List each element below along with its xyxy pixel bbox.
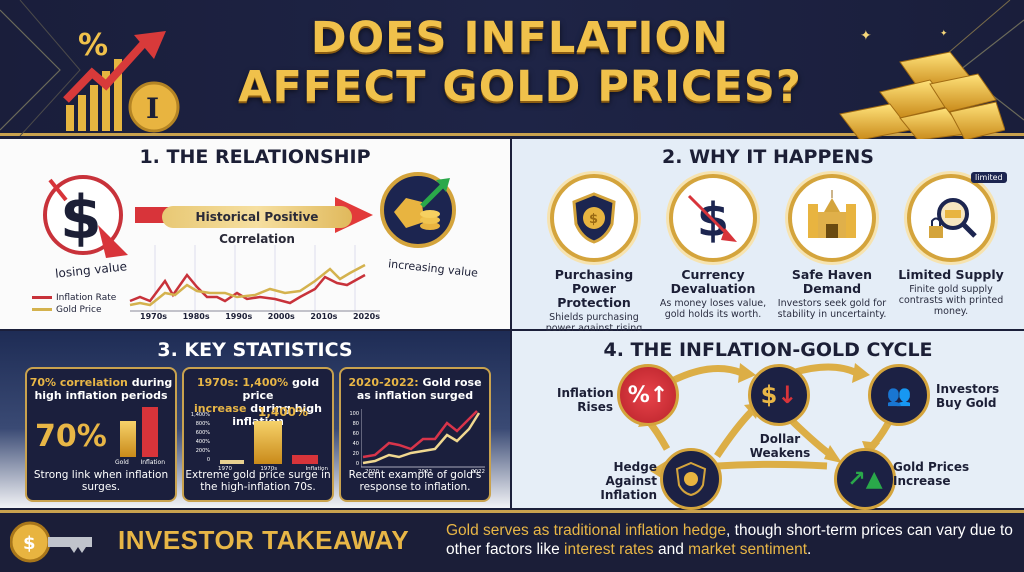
dollar-down-icon: $ — [669, 174, 757, 262]
node-dollar-weakens: $↓ — [748, 364, 810, 426]
node-hedge-against-inflation — [660, 448, 722, 510]
correlation-line-chart — [129, 245, 380, 312]
dollar-losing-value-icon: $ — [43, 175, 128, 258]
stat-card-1970s: 1970s: 1,400% gold price increase during… — [182, 367, 334, 502]
section-title-why: 2. WHY IT HAPPENS — [662, 146, 874, 168]
svg-text:✦: ✦ — [860, 28, 872, 44]
legend-item-gold: Gold Price — [32, 304, 116, 316]
bar-1970s — [254, 421, 282, 464]
bar-y-axis: 1,400% 800% 600% 400% 200% 0 — [190, 412, 210, 463]
svg-text:I: I — [146, 92, 159, 125]
gold-bars-icon: ✦ ✦ — [839, 28, 1005, 140]
legend-item-inflation: Inflation Rate — [32, 292, 116, 304]
node-inflation-rises: %↑ — [617, 364, 679, 426]
gold-up-icon: ↗▲ — [847, 466, 883, 492]
title-line-1: DOES INFLATION — [310, 13, 730, 63]
svg-text:%: % — [78, 28, 108, 63]
recent-line-chart — [361, 409, 485, 468]
percent-up-icon: %↑ — [627, 382, 669, 408]
shield-coin-icon: $ — [550, 174, 638, 262]
svg-text:$: $ — [589, 212, 598, 227]
shield-coin-icon — [675, 461, 707, 497]
correlation-banner: Historical Positive Correlation — [162, 206, 352, 246]
magnifier-lock-icon — [907, 174, 995, 262]
node-investors-buy-gold: 👥 — [868, 364, 930, 426]
bar-gold — [120, 421, 136, 457]
inflation-chart-coin-icon: % I — [63, 28, 180, 133]
castle-icon — [788, 174, 876, 262]
chart-x-axis: 1970s 1980s 1990s 2000s 2010s 2020s — [140, 312, 380, 321]
reason-purchasing-power: $ Purchasing Power Protection Shields pur… — [534, 174, 654, 345]
stat-card-2020-2022: 2020-2022: Gold rose as inflation surged… — [339, 367, 491, 502]
section-title-cycle: 4. THE INFLATION-GOLD CYCLE — [603, 339, 933, 361]
stat-card-correlation: 70% correlation during high inflation pe… — [25, 367, 177, 502]
svg-text:✦: ✦ — [940, 29, 948, 39]
gold-increasing-icon — [380, 172, 456, 248]
limited-tag: limited — [971, 172, 1007, 183]
big-stat-70: 70% — [35, 419, 107, 454]
section-title-statistics: 3. KEY STATISTICS — [157, 339, 353, 361]
reason-safe-haven: Safe Haven Demand Investors seek gold for… — [772, 174, 892, 320]
svg-text:$: $ — [23, 533, 36, 554]
takeaway-text: Gold serves as traditional inflation hed… — [446, 522, 1013, 558]
takeaway-title: INVESTOR TAKEAWAY — [118, 525, 410, 555]
chart-legend: Inflation Rate Gold Price — [32, 292, 116, 316]
reason-limited-supply: limited Limited Supply Finite gold supply… — [891, 172, 1011, 317]
node-gold-prices-increase: ↗▲ — [834, 448, 896, 510]
svg-text:$: $ — [60, 183, 102, 253]
bar-inflation — [292, 455, 318, 464]
investor-takeaway-bar — [0, 510, 1024, 572]
section-title-relationship: 1. THE RELATIONSHIP — [139, 146, 371, 168]
coin-key-icon: $ — [10, 521, 92, 563]
bar-inflation — [142, 407, 158, 457]
title-line-2: AFFECT GOLD PRICES? — [238, 62, 802, 112]
page-title: DOES INFLATION AFFECT GOLD PRICES? — [210, 14, 830, 112]
investors-icon: 👥 — [886, 383, 912, 407]
dollar-down-icon: $↓ — [760, 381, 798, 409]
